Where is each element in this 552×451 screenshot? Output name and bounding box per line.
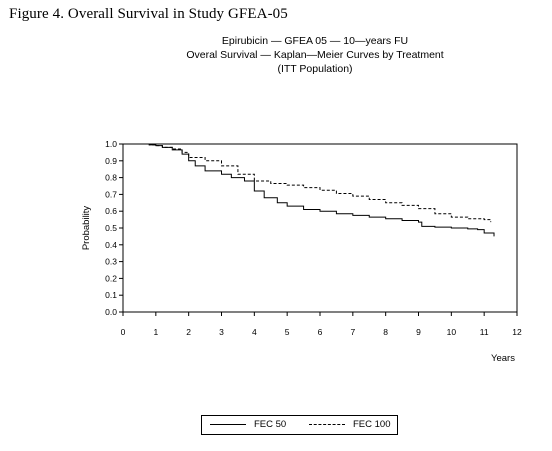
x-tick-label: 10 — [447, 327, 457, 337]
x-axis-label: Years — [491, 353, 515, 364]
legend-item-fec50: FEC 50 — [210, 419, 286, 430]
x-tick-label: 7 — [350, 327, 355, 337]
y-tick-label: 0.7 — [105, 189, 117, 199]
y-tick-label: 0.4 — [105, 240, 117, 250]
y-tick-label: 0.9 — [105, 156, 117, 166]
x-tick-label: 2 — [186, 327, 191, 337]
y-tick-label: 0.5 — [105, 223, 117, 233]
x-tick-label: 9 — [416, 327, 421, 337]
x-tick-label: 8 — [383, 327, 388, 337]
x-tick-label: 4 — [252, 327, 257, 337]
chart-series-layer — [123, 143, 495, 237]
chart-legend: FEC 50 FEC 100 — [201, 415, 398, 435]
y-tick-label: 0.6 — [105, 206, 117, 216]
y-tick-label: 0.0 — [105, 307, 117, 317]
legend-label-fec100: FEC 100 — [353, 419, 391, 430]
y-tick-label: 0.8 — [105, 173, 117, 183]
figure-caption: Figure 4. Overall Survival in Study GFEA… — [9, 6, 288, 22]
x-tick-label: 11 — [480, 327, 489, 337]
legend-swatch-dashed — [309, 424, 345, 425]
chart-subtitle-population: (ITT Population) — [277, 63, 353, 75]
chart-titles: Epirubicin — GFEA 05 — 10—years FU Overa… — [140, 34, 490, 76]
x-tick-label: 12 — [512, 327, 522, 337]
x-tick-label: 0 — [121, 327, 126, 337]
chart-title: Epirubicin — GFEA 05 — 10—years FU — [221, 35, 409, 47]
y-tick-label: 1.0 — [105, 139, 117, 149]
legend-label-fec50: FEC 50 — [254, 419, 287, 430]
series-line-fec50 — [123, 143, 495, 237]
y-tick-label: 0.2 — [105, 273, 117, 283]
series-line-fec100 — [123, 143, 492, 223]
x-tick-label: 5 — [285, 327, 290, 337]
y-tick-label: 0.1 — [105, 290, 117, 300]
y-axis-label: Probability — [81, 206, 92, 251]
legend-item-fec100: FEC 100 — [309, 419, 391, 430]
x-tick-label: 1 — [153, 327, 158, 337]
chart-axes: 0.00.10.20.30.40.50.60.70.80.91.00 1 2 3 4 5 6… — [105, 139, 522, 337]
x-tick-label: 6 — [318, 327, 323, 337]
legend-swatch-solid — [210, 424, 246, 425]
chart-subtitle: Overal Survival — Kaplan—Meier Curves by… — [186, 49, 444, 61]
x-tick-label: 3 — [219, 327, 224, 337]
y-tick-label: 0.3 — [105, 257, 117, 267]
